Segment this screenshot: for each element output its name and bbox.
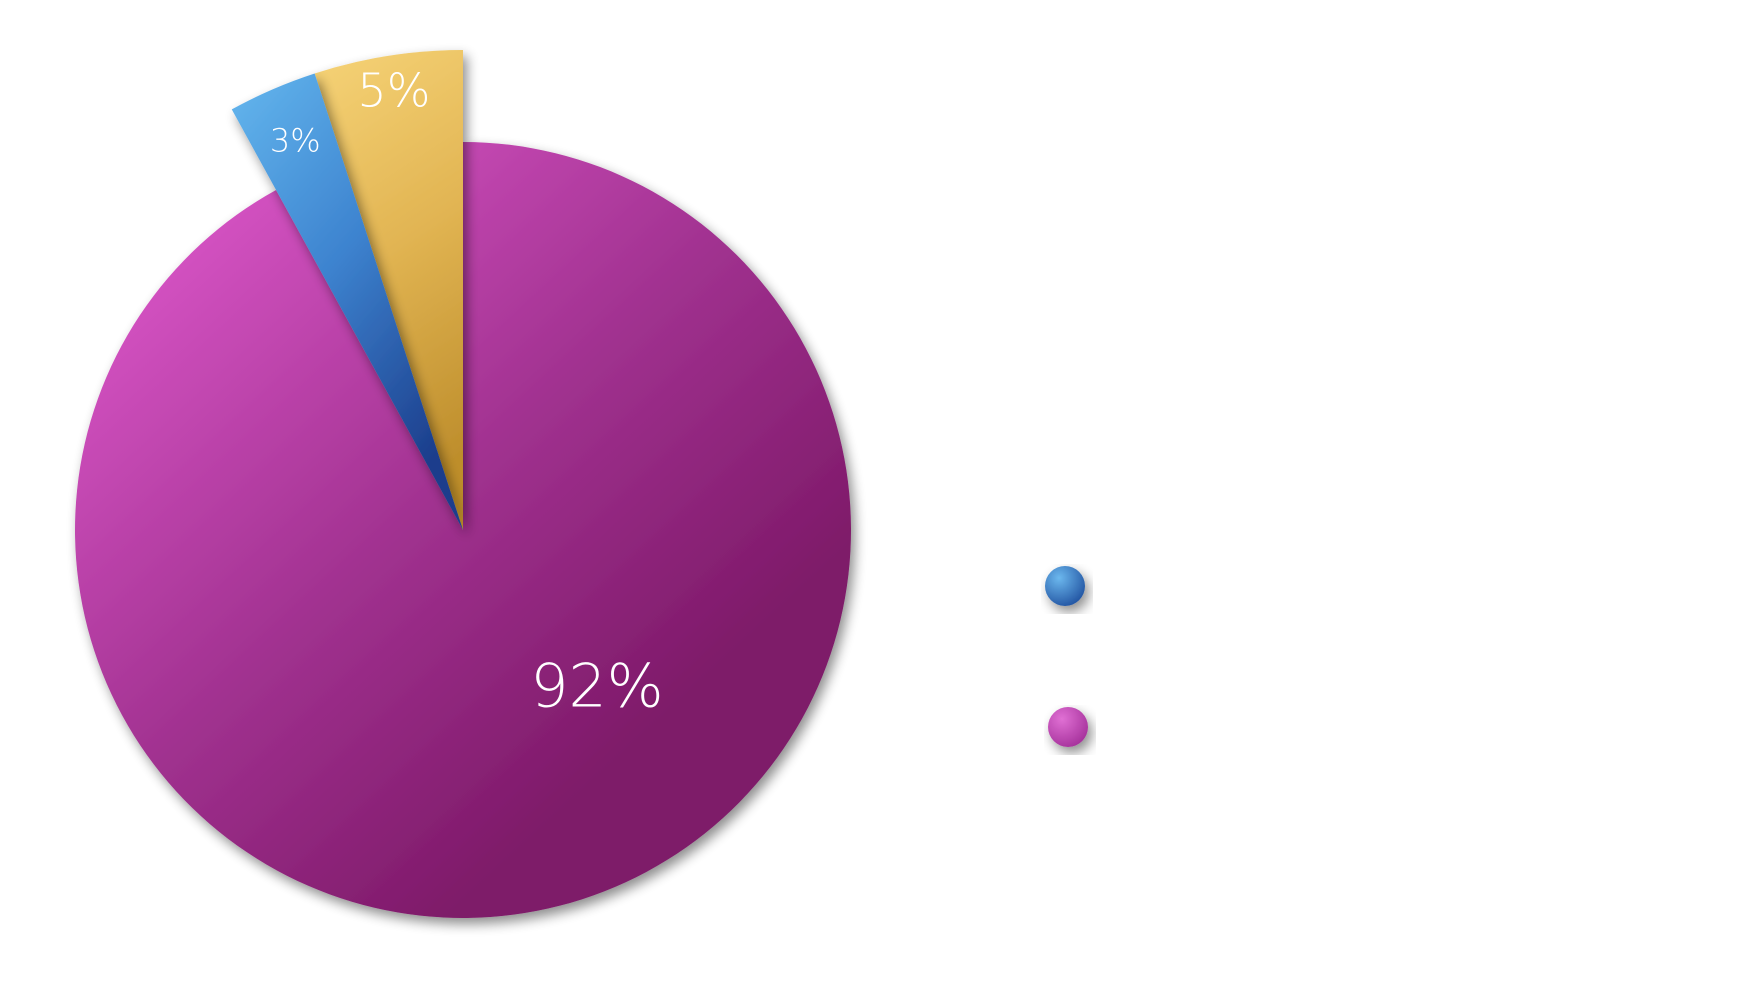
legend-marker-2 (1048, 707, 1088, 747)
slice-label-5: 5% (357, 63, 430, 117)
pie-slice-5 (314, 50, 463, 530)
slice-label-3: 3% (270, 121, 321, 159)
legend (1045, 566, 1088, 747)
legend-marker-1 (1045, 566, 1085, 606)
pie-slices (75, 50, 851, 918)
pie-labels: 5% 3% 92% (270, 63, 664, 721)
pie-slice-3 (231, 73, 463, 531)
slice-label-92: 92% (530, 652, 663, 722)
